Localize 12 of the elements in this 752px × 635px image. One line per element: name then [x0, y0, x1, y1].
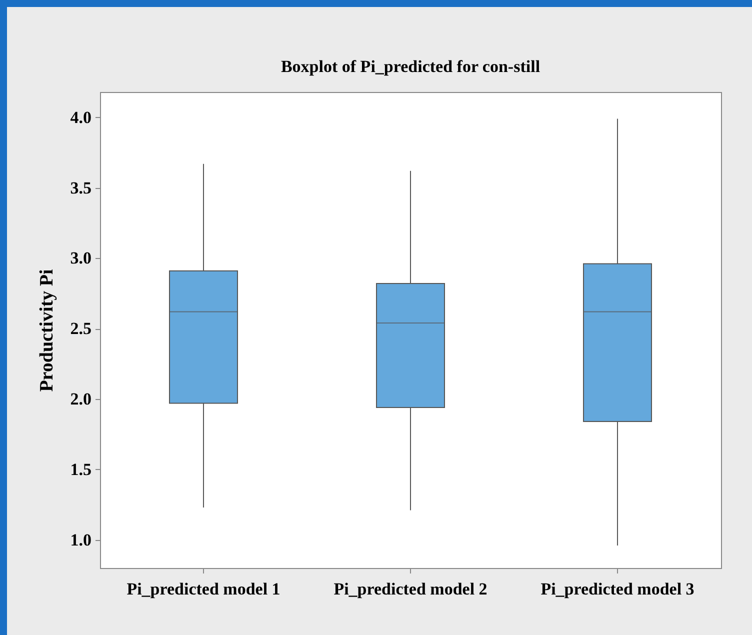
y-tick-label: 3.5 [70, 178, 92, 198]
y-tick-label: 2.0 [70, 390, 92, 409]
chart-title: Boxplot of Pi_predicted for con-still [280, 57, 540, 76]
y-tick-label: 3.0 [70, 248, 92, 268]
x-tick-label: Pi_predicted model 2 [334, 580, 488, 598]
x-tick-label: Pi_predicted model 1 [126, 580, 280, 598]
y-tick-label: 1.5 [70, 460, 92, 479]
y-tick-label: 4.0 [70, 108, 92, 127]
x-tick-label: Pi_predicted model 3 [540, 580, 694, 598]
y-axis-title: Productivity Pi [36, 269, 58, 392]
y-tick-label: 1.0 [70, 530, 92, 550]
y-tick-label: 2.5 [70, 319, 92, 338]
